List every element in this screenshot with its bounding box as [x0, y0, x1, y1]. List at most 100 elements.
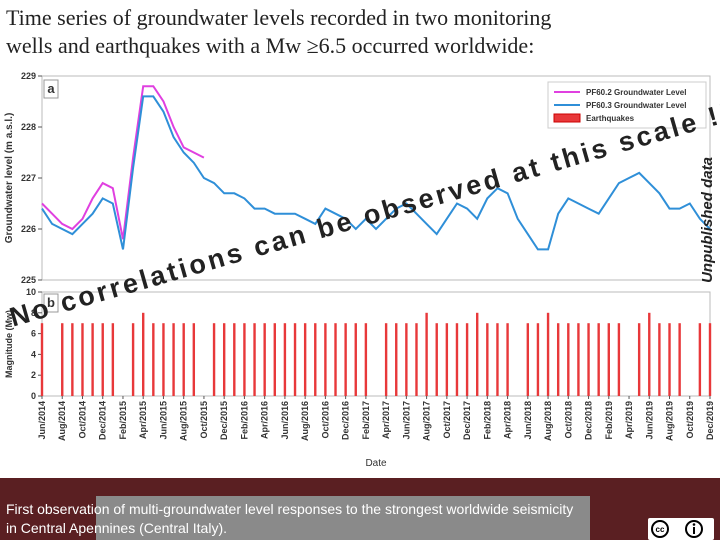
earthquake-bar — [91, 323, 94, 396]
earthquake-bar — [61, 323, 64, 396]
earthquake-bar — [101, 323, 104, 396]
earthquake-bar — [162, 323, 165, 396]
chart: a b 225 226 227 228 229 0 2 4 6 8 10 Jun/2014 Aug/2014… — [4, 71, 720, 469]
earthquake-bar — [476, 312, 479, 396]
footer-box — [96, 496, 590, 540]
earthquake-bar — [293, 323, 297, 396]
earthquake-bar — [597, 323, 600, 396]
y2-tick-label: 2 — [31, 370, 36, 380]
x-tick-label: Dec/2014 — [98, 401, 108, 440]
series-line — [41, 85, 205, 240]
earthquake-bar — [546, 312, 550, 396]
x-tick-label: Aug/2015 — [179, 401, 189, 441]
x-tick-label: Dec/2016 — [341, 401, 351, 440]
earthquake-bar — [222, 323, 226, 396]
earthquake-bar — [708, 323, 712, 396]
earthquake-bar — [384, 323, 388, 396]
y2-tick-label: 0 — [31, 391, 36, 401]
earthquake-bar — [455, 323, 459, 396]
earthquake-bar — [435, 323, 438, 396]
y-tick-label: 227 — [21, 173, 36, 183]
earthquake-bar — [556, 323, 560, 396]
earthquake-bar — [698, 323, 702, 396]
title-line: Time series of groundwater levels record… — [6, 5, 552, 30]
panel-label: b — [47, 295, 55, 310]
x-tick-label: Jun/2016 — [280, 401, 290, 440]
earthquake-bar — [273, 323, 276, 396]
earthquake-bar — [131, 323, 135, 396]
x-tick-label: Feb/2019 — [604, 401, 614, 440]
x-tick-label: Oct/2017 — [442, 401, 452, 439]
x-tick-label: Oct/2016 — [320, 401, 330, 439]
earthquake-bar — [536, 323, 540, 396]
x-tick-label: Feb/2017 — [361, 401, 371, 440]
earthquake-bar — [152, 323, 155, 396]
earthquake-bar — [334, 323, 337, 396]
earthquake-bar — [212, 323, 216, 396]
x-tick-label: Feb/2015 — [118, 401, 128, 440]
x-tick-label: Jun/2019 — [644, 401, 654, 440]
earthquake-bar — [364, 323, 368, 396]
x-axis-label: Date — [365, 458, 387, 469]
earthquake-bar — [71, 323, 74, 396]
y-tick-label: 229 — [21, 71, 36, 81]
earthquake-bar — [486, 323, 489, 396]
earthquake-bar — [182, 323, 185, 396]
earthquake-bar — [172, 323, 175, 396]
y2-tick-label: 10 — [26, 287, 36, 297]
earthquake-bar — [526, 323, 530, 396]
earthquake-bar — [425, 312, 428, 396]
earthquake-bar — [405, 323, 408, 396]
x-tick-label: Feb/2018 — [482, 401, 492, 440]
panel-label-box — [43, 293, 59, 313]
earthquake-bar — [678, 323, 681, 396]
earthquake-bar — [314, 323, 317, 396]
license-badge: cc — [648, 518, 714, 540]
earthquake-bar — [567, 323, 570, 396]
earthquake-bar — [395, 323, 398, 396]
earthquake-bar — [577, 323, 580, 396]
y-axis-label: Groundwater level (m a.s.l.) — [4, 113, 15, 244]
earthquake-bar — [658, 323, 661, 396]
y-tick-label: 225 — [21, 275, 36, 285]
earthquake-bar — [40, 323, 44, 396]
x-tick-label: Dec/2019 — [705, 401, 715, 440]
earthquake-bar — [303, 323, 307, 396]
title-line: wells and earthquakes with a Mw ≥6.5 occ… — [6, 33, 535, 58]
x-tick-label: Jun/2018 — [523, 401, 533, 440]
x-tick-label: Aug/2014 — [57, 401, 67, 441]
earthquake-bar — [283, 323, 287, 396]
x-tick-label: Apr/2015 — [138, 401, 148, 439]
earthquake-bar — [668, 323, 671, 396]
x-tick-label: Jun/2015 — [158, 401, 168, 440]
y-tick-label: 228 — [21, 122, 36, 132]
x-tick-label: Apr/2017 — [381, 401, 391, 439]
x-tick-label: Aug/2017 — [422, 401, 432, 441]
legend-label: PF60.3 Groundwater Level — [586, 101, 686, 110]
x-tick-label: Oct/2019 — [685, 401, 695, 439]
earthquake-bar — [263, 323, 266, 396]
x-tick-label: Aug/2018 — [543, 401, 553, 441]
panel-label-box — [43, 79, 59, 99]
y-tick-label: 226 — [21, 224, 36, 234]
earthquake-bar — [324, 323, 327, 396]
x-tick-label: Dec/2015 — [219, 401, 229, 440]
x-tick-label: Jun/2014 — [37, 401, 47, 440]
earthquake-bar — [192, 323, 196, 396]
x-tick-label: Jun/2017 — [401, 401, 411, 440]
earthquake-bar — [587, 323, 590, 396]
x-tick-label: Oct/2015 — [199, 401, 209, 439]
earthquake-bar — [344, 323, 347, 396]
x-tick-label: Apr/2018 — [503, 401, 513, 439]
x-tick-label: Oct/2014 — [77, 401, 87, 439]
legend-swatch — [553, 113, 581, 123]
earthquake-bar — [415, 323, 418, 396]
earthquake-bar — [617, 323, 621, 396]
series-line — [41, 95, 711, 251]
x-tick-label: Oct/2018 — [563, 401, 573, 439]
license-icons: cc — [651, 520, 703, 538]
earthquake-bar — [607, 323, 610, 396]
svg-text:cc: cc — [656, 525, 665, 534]
earthquake-bar — [637, 323, 641, 396]
